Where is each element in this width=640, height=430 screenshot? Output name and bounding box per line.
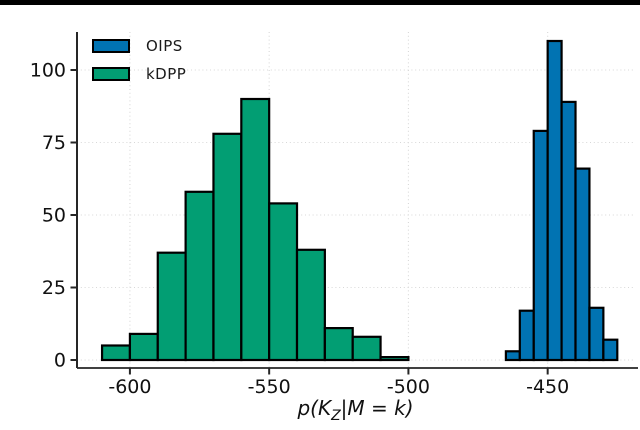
y-tick-label: 25: [42, 277, 66, 299]
histogram-bar-kdpp: [351, 335, 382, 362]
xlabel-pre: p(K: [297, 396, 332, 420]
y-tick-label: 75: [42, 132, 66, 154]
histogram-bar-kdpp: [323, 327, 354, 362]
figure-top-rule: [0, 0, 640, 5]
legend-label-kdpp: kDPP: [146, 65, 187, 83]
legend-label-oips: OIPS: [146, 37, 183, 55]
histogram-bar-kdpp: [379, 356, 410, 362]
x-tick-label: -600: [108, 376, 151, 398]
histogram-bar-oips: [560, 100, 577, 362]
legend-item-oips: OIPS: [92, 34, 186, 58]
histogram-bar-oips: [588, 306, 605, 362]
histogram-bar-kdpp: [240, 97, 271, 362]
x-tick-label: -500: [387, 376, 430, 398]
xlabel-subscript: Z: [331, 408, 341, 424]
legend-item-kdpp: kDPP: [92, 62, 186, 86]
histogram-bar-oips: [532, 129, 549, 362]
histogram-bar-kdpp: [295, 248, 326, 362]
histogram-bar-kdpp: [100, 344, 132, 362]
histogram-bar-oips: [574, 167, 591, 362]
histogram-bar-oips: [504, 350, 521, 362]
xlabel-post: |M = k): [340, 396, 414, 420]
x-axis-label: p(KZ|M = k): [77, 396, 634, 424]
legend-swatch-kdpp-icon: [92, 67, 130, 81]
legend-swatch-oips-icon: [92, 39, 130, 53]
histogram-bar-oips: [518, 309, 535, 362]
x-tick-label: -450: [526, 376, 569, 398]
y-tick-label: 0: [54, 350, 66, 372]
histogram-bar-oips: [602, 338, 619, 362]
legend: OIPS kDPP: [92, 34, 186, 86]
histogram-bar-kdpp: [268, 202, 299, 362]
histogram-bar-kdpp: [212, 132, 243, 362]
histogram-bar-oips: [546, 39, 563, 362]
x-tick-label: -550: [248, 376, 291, 398]
histogram-bar-kdpp: [156, 251, 187, 362]
histogram-bar-kdpp: [184, 190, 215, 362]
histogram-bar-kdpp: [128, 332, 159, 362]
y-tick-label: 50: [42, 205, 66, 227]
y-tick-label: 100: [30, 60, 66, 82]
